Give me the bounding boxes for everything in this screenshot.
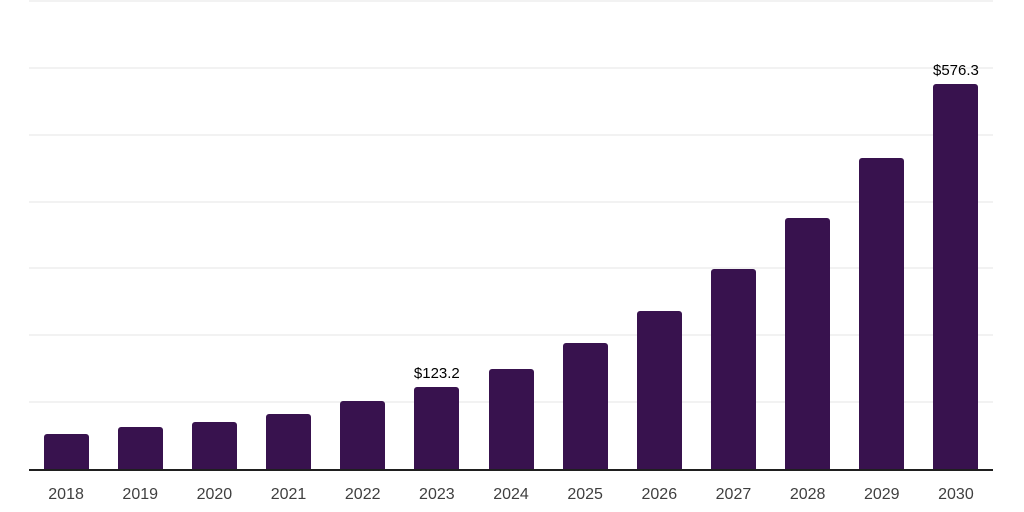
x-tick-label-2023: 2023 xyxy=(419,486,455,503)
bar-2026 xyxy=(636,311,682,469)
x-tick-label-2029: 2029 xyxy=(863,486,900,503)
gridline xyxy=(29,267,993,270)
data-label-2023: $123.2 xyxy=(413,364,460,382)
x-tick-label-2026: 2026 xyxy=(641,486,678,503)
gridline xyxy=(29,200,993,203)
bar-2030 xyxy=(933,83,979,469)
bar-2021 xyxy=(266,413,312,469)
x-tick-label-2025: 2025 xyxy=(567,486,603,503)
x-tick-label-2020: 2020 xyxy=(196,486,233,503)
bar-2018 xyxy=(43,433,89,469)
bar-2029 xyxy=(859,157,905,469)
x-tick-label-2018: 2018 xyxy=(48,486,84,503)
x-tick-label-2028: 2028 xyxy=(789,486,826,503)
bar-2019 xyxy=(117,427,163,469)
x-tick-label-2030: 2030 xyxy=(938,486,974,503)
bar-2025 xyxy=(562,342,608,469)
bar-2027 xyxy=(710,269,756,469)
data-label-2030: $576.3 xyxy=(932,61,979,79)
x-tick-label-2019: 2019 xyxy=(122,486,159,503)
x-tick-label-2027: 2027 xyxy=(715,486,752,503)
bar-2024 xyxy=(488,368,534,469)
gridline xyxy=(29,66,993,69)
bar-2020 xyxy=(191,421,237,469)
x-axis-line xyxy=(29,469,993,471)
bar-2023 xyxy=(414,386,460,469)
x-tick-label-2021: 2021 xyxy=(270,486,307,503)
x-tick-label-2022: 2022 xyxy=(344,486,381,503)
x-tick-label-2024: 2024 xyxy=(493,486,529,503)
gridline xyxy=(29,133,993,136)
gridline xyxy=(29,334,993,337)
bar-2022 xyxy=(340,401,386,469)
bar-2028 xyxy=(785,218,831,469)
gridline xyxy=(29,0,993,2)
